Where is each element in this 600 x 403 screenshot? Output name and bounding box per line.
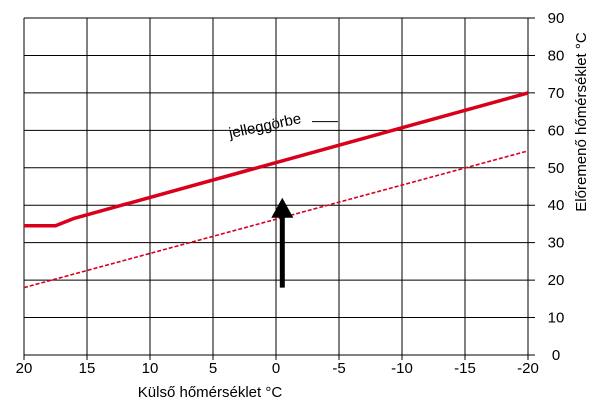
series-annotation: jelleggörbe — [226, 110, 302, 142]
arrow-head — [271, 197, 294, 218]
x-tick-label: -15 — [454, 360, 476, 377]
x-tick-label: -5 — [332, 360, 345, 377]
y-tick-label: 30 — [548, 235, 565, 252]
y-tick-label: 50 — [548, 160, 565, 177]
y-tick-label: 70 — [548, 85, 565, 102]
y-tick-label: 90 — [548, 10, 565, 27]
x-tick-label: -10 — [391, 360, 413, 377]
y-tick-label: 20 — [548, 272, 565, 289]
grid — [23, 17, 535, 360]
y-tick-label: 60 — [548, 122, 565, 139]
x-tick-label: 5 — [209, 360, 217, 377]
x-tick-label: 15 — [79, 360, 96, 377]
dashed-curve-line — [23, 150, 529, 289]
x-tick-label: 20 — [16, 360, 33, 377]
x-tick-label: -20 — [517, 360, 539, 377]
x-tick-label: 0 — [272, 360, 280, 377]
y-tick-label: 10 — [548, 310, 565, 327]
y-axis-title: Előremenő hőmérséklet °C — [573, 32, 590, 212]
series-group — [23, 91, 529, 289]
x-axis-title: Külső hőmérséklet °C — [138, 384, 283, 401]
arrow-group — [271, 197, 294, 288]
y-tick-label: 80 — [548, 47, 565, 64]
y-tick-label: 0 — [552, 347, 560, 364]
heating-curve-line — [24, 91, 529, 228]
y-tick-labels: 0 10 20 30 40 50 60 70 80 90 — [548, 10, 565, 364]
x-tick-labels: 20 15 10 5 0 -5 -10 -15 -20 — [16, 360, 539, 377]
x-tick-label: 10 — [142, 360, 159, 377]
y-tick-label: 40 — [548, 197, 565, 214]
